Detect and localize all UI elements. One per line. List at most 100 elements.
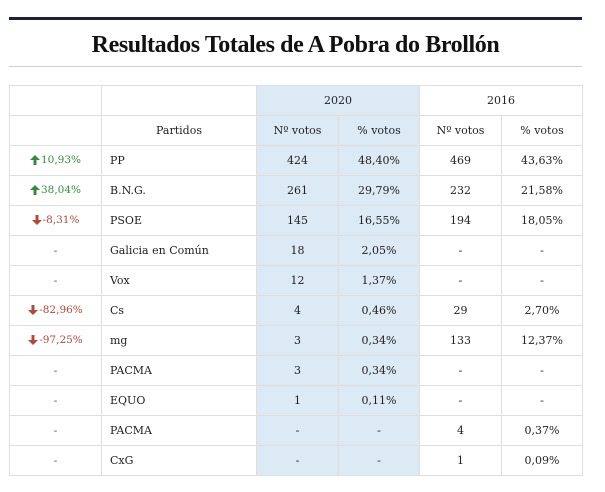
pct-2016-cell: 12,37% (501, 325, 583, 356)
change-cell: -82,96% (9, 295, 102, 326)
party-name-cell: Vox (101, 265, 257, 296)
votes-2020-cell: 4 (256, 295, 339, 326)
votes-2016-cell: - (419, 355, 502, 386)
votes-2016-cell: 194 (419, 205, 502, 236)
table-row: -82,96% Cs 4 0,46% 29 2,70% (9, 295, 583, 326)
votes-2016-cell: 29 (419, 295, 502, 326)
table-row: 38,04% B.N.G. 261 29,79% 232 21,58% (9, 175, 583, 206)
table-row: - Galicia en Común 18 2,05% - - (9, 235, 583, 266)
change-text: -82,96% (39, 303, 83, 316)
change-value: 38,04% (29, 183, 82, 196)
table-row: - CxG - -1 0,09% (9, 445, 583, 476)
arrow-down-icon (28, 304, 39, 315)
pct-2016-cell: 21,58% (501, 175, 583, 206)
votes-2020-cell: 3 (256, 325, 339, 356)
change-value: 10,93% (29, 153, 82, 166)
table-row: - Vox 12 1,37% - - (9, 265, 583, 296)
pct-2020-cell: - (338, 445, 420, 476)
empty-header-cell (9, 115, 102, 146)
pct-2016-cell: 0,37% (501, 415, 583, 446)
top-rule (9, 17, 582, 20)
table-row: - PACMA - -4 0,37% (9, 415, 583, 446)
party-name-cell: CxG (101, 445, 257, 476)
change-text: - (53, 365, 58, 377)
pct-2020-cell: 0,11% (338, 385, 420, 416)
results-table: 2020 2016 Partidos Nº votos % votos Nº v… (9, 85, 583, 476)
votes-2020-cell: - (256, 415, 339, 446)
year-header-2020: 2020 (256, 85, 420, 116)
change-text: - (53, 395, 58, 407)
change-value: - (54, 365, 58, 377)
table-row: - EQUO 1 0,11% - - (9, 385, 583, 416)
change-value: - (54, 425, 58, 437)
pct-2016-cell: - (501, 235, 583, 266)
change-value: -8,31% (31, 213, 80, 226)
party-name-cell: EQUO (101, 385, 257, 416)
votes-2016-cell: - (419, 265, 502, 296)
change-text: - (53, 275, 58, 287)
votes-2020-cell: 3 (256, 355, 339, 386)
table-row: - PACMA 3 0,34% - - (9, 355, 583, 386)
votes-2020-cell: - (256, 445, 339, 476)
pct-2016-header: % votos (501, 115, 583, 146)
party-column-header: Partidos (101, 115, 257, 146)
change-value: - (54, 395, 58, 407)
results-table-body: 2020 2016 Partidos Nº votos % votos Nº v… (9, 85, 583, 476)
party-name-cell: B.N.G. (101, 175, 257, 206)
party-name-cell: PACMA (101, 355, 257, 386)
votes-2016-cell: 133 (419, 325, 502, 356)
change-text: -8,31% (42, 213, 80, 226)
change-cell: - (9, 415, 102, 446)
table-row: 10,93% PP 424 48,40% 469 43,63% (9, 145, 583, 176)
change-cell: - (9, 355, 102, 386)
pct-2020-cell: 0,34% (338, 325, 420, 356)
change-cell: - (9, 445, 102, 476)
votes-2016-cell: 232 (419, 175, 502, 206)
pct-2020-cell: 29,79% (338, 175, 420, 206)
votes-2020-cell: 145 (256, 205, 339, 236)
party-name-cell: PP (101, 145, 257, 176)
change-value: - (54, 455, 58, 467)
year-header-row: 2020 2016 (9, 85, 583, 116)
votes-2016-cell: 469 (419, 145, 502, 176)
pct-2016-cell: 2,70% (501, 295, 583, 326)
votes-2016-cell: - (419, 385, 502, 416)
change-cell: 38,04% (9, 175, 102, 206)
change-cell: - (9, 265, 102, 296)
change-text: -97,25% (39, 333, 83, 346)
pct-2020-header: % votos (338, 115, 420, 146)
change-text: 38,04% (40, 183, 82, 196)
empty-header-cell (101, 85, 257, 116)
party-name-cell: PACMA (101, 415, 257, 446)
change-cell: -8,31% (9, 205, 102, 236)
pct-2020-cell: 0,46% (338, 295, 420, 326)
pct-2016-cell: - (501, 355, 583, 386)
change-cell: - (9, 235, 102, 266)
votes-2020-header: Nº votos (256, 115, 339, 146)
votes-2020-cell: 18 (256, 235, 339, 266)
year-header-2016: 2016 (419, 85, 583, 116)
empty-header-cell (9, 85, 102, 116)
votes-2016-header: Nº votos (419, 115, 502, 146)
pct-2016-cell: - (501, 385, 583, 416)
pct-2020-cell: 48,40% (338, 145, 420, 176)
table-row: -97,25% mg 3 0,34% 133 12,37% (9, 325, 583, 356)
votes-2016-cell: 1 (419, 445, 502, 476)
column-header-row: Partidos Nº votos % votos Nº votos % vot… (9, 115, 583, 146)
votes-2016-cell: - (419, 235, 502, 266)
pct-2020-cell: 1,37% (338, 265, 420, 296)
arrow-up-icon (29, 184, 40, 195)
change-value: -97,25% (28, 334, 83, 346)
party-name-cell: Cs (101, 295, 257, 326)
change-value: -82,96% (28, 304, 83, 316)
change-text: 10,93% (40, 153, 82, 166)
arrow-down-icon (31, 214, 42, 225)
pct-2020-cell: 16,55% (338, 205, 420, 236)
pct-2016-cell: 18,05% (501, 205, 583, 236)
votes-2020-cell: 12 (256, 265, 339, 296)
votes-2020-cell: 1 (256, 385, 339, 416)
party-name-cell: PSOE (101, 205, 257, 236)
pct-2020-cell: - (338, 415, 420, 446)
votes-2020-cell: 424 (256, 145, 339, 176)
pct-2020-cell: 2,05% (338, 235, 420, 266)
